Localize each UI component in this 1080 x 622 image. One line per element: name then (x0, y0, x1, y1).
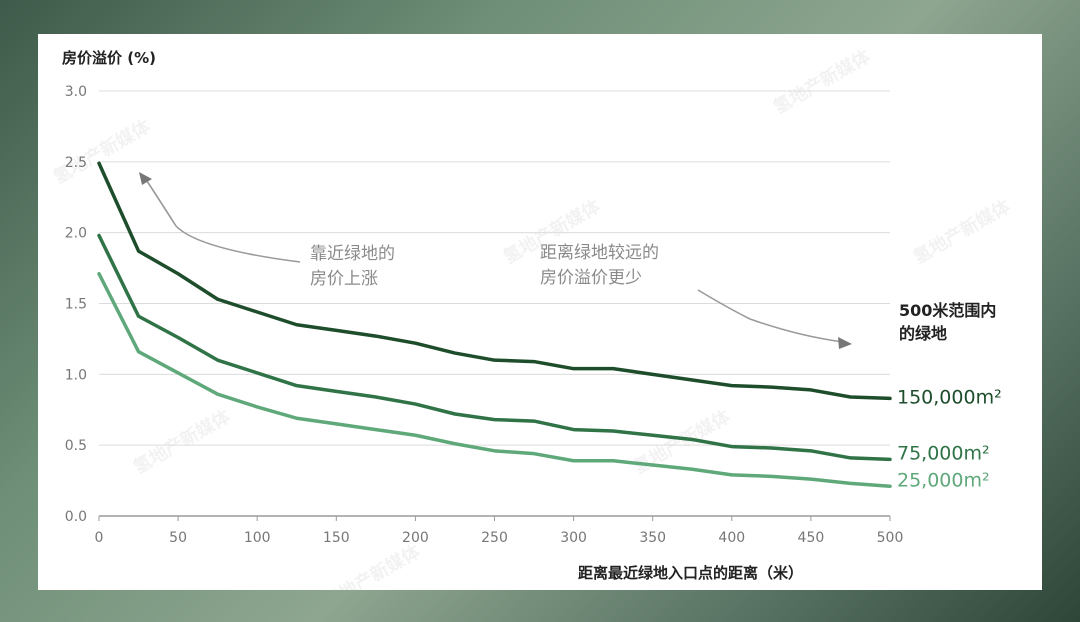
x-tick-label: 0 (95, 530, 104, 546)
y-tick-label: 0.5 (65, 438, 87, 454)
premium-distance-line-chart: 氢地产新媒体 氢地产新媒体 氢地产新媒体 氢地产新媒体 氢地产新媒体 氢地产新媒… (50, 45, 1015, 590)
series-label: 75,000m² (897, 442, 990, 464)
annotation-near-line-1: 靠近绿地的 (310, 244, 395, 264)
x-tick-label: 100 (244, 530, 271, 546)
grid-lines (99, 90, 890, 446)
x-tick-label: 300 (560, 530, 587, 546)
y-tick-label: 1.0 (65, 367, 87, 383)
watermark: 氢地产新媒体 (770, 45, 875, 119)
chart-panel: 氢地产新媒体 氢地产新媒体 氢地产新媒体 氢地产新媒体 氢地产新媒体 氢地产新媒… (38, 34, 1042, 590)
y-tick-label: 0.0 (65, 509, 87, 525)
y-tick-label: 2.0 (65, 226, 87, 242)
x-tick-label: 150 (323, 530, 350, 546)
series-line (97, 161, 892, 401)
watermark-layer: 氢地产新媒体 氢地产新媒体 氢地产新媒体 氢地产新媒体 氢地产新媒体 氢地产新媒… (50, 45, 1015, 590)
series-label: 25,000m² (897, 469, 990, 491)
series-label: 150,000m² (897, 386, 1002, 408)
legend-title-line-2: 的绿地 (899, 324, 947, 343)
arrowhead-icon (139, 172, 152, 185)
x-tick-label: 450 (798, 530, 825, 546)
series-line (97, 233, 892, 462)
annotation-near-line-2: 房价上涨 (310, 269, 378, 289)
y-tick-label: 1.5 (65, 297, 87, 313)
series-line (97, 272, 892, 488)
x-tick-label: 350 (639, 530, 666, 546)
x-tick-label: 250 (481, 530, 508, 546)
x-tick-label: 500 (877, 530, 904, 546)
annotation-near: 靠近绿地的 房价上涨 (139, 172, 395, 289)
watermark: 氢地产新媒体 (130, 405, 235, 479)
watermark: 氢地产新媒体 (320, 540, 425, 590)
annotation-far-line-1: 距离绿地较远的 (540, 243, 659, 263)
annotation-near-arrow (144, 177, 301, 263)
y-tick-label: 2.5 (65, 155, 87, 171)
x-tick-label: 400 (718, 530, 745, 546)
series-labels: 150,000m² 75,000m² 25,000m² (897, 386, 1002, 491)
watermark: 氢地产新媒体 (50, 115, 155, 189)
series-lines (97, 161, 892, 488)
y-axis-label: 房价溢价 (%) (62, 49, 156, 67)
x-tick-label: 200 (402, 530, 429, 546)
axes: 0.0 0.5 1.0 1.5 2.0 2.5 3.0 0 50 100 150 200 250 300 3… (65, 84, 904, 546)
x-axis-label: 距离最近绿地入口点的距离（米） (578, 564, 803, 582)
annotation-far-line-2: 房价溢价更少 (540, 268, 642, 288)
watermark: 氢地产新媒体 (910, 195, 1015, 269)
annotation-far-arrow (697, 289, 844, 343)
legend-title-line-1: 500米范围内 (899, 301, 996, 320)
arrowhead-icon (838, 337, 852, 349)
annotation-far: 距离绿地较远的 房价溢价更少 (540, 243, 852, 349)
y-tick-label: 3.0 (65, 84, 87, 100)
x-tick-label: 50 (169, 530, 187, 546)
